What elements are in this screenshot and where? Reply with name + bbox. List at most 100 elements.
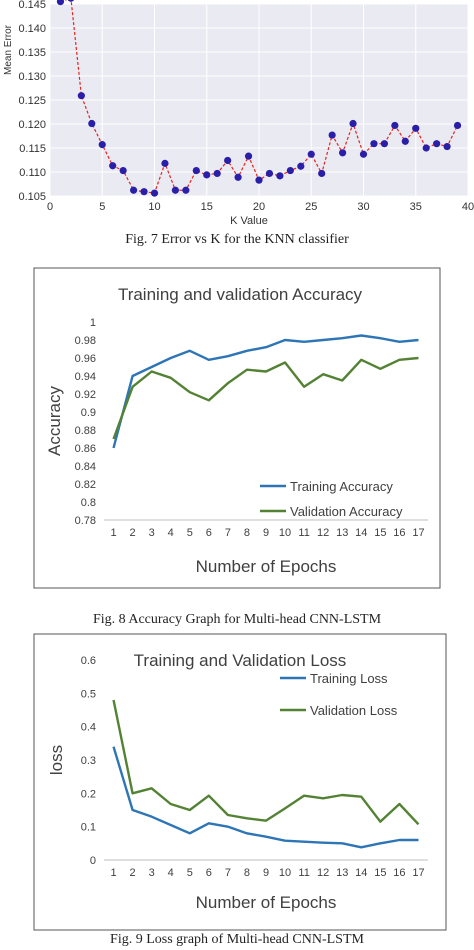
error-point (380, 140, 388, 148)
error-point (182, 186, 190, 194)
error-point (171, 186, 179, 194)
y-tick-label: 0.125 (18, 95, 46, 107)
legend-entry: Validation Accuracy (290, 504, 403, 519)
error-point (109, 162, 117, 170)
y-tick-label: 0.140 (18, 23, 46, 35)
error-point (265, 169, 274, 178)
x-tick-label: 2 (130, 527, 136, 539)
x-axis-label: K Value (230, 215, 268, 227)
error-point (412, 124, 420, 132)
x-tick-label: 15 (201, 201, 213, 213)
x-tick-label: 9 (263, 527, 269, 539)
fig7-caption: Fig. 7 Error vs K for the KNN classifier (125, 232, 349, 247)
error-point (349, 119, 357, 128)
y-tick-label: 0.9 (81, 407, 96, 419)
error-point (433, 140, 441, 148)
error-point (401, 137, 409, 145)
error-point (213, 169, 221, 178)
y-tick-label: 0.6 (81, 655, 96, 667)
x-tick-label: 10 (148, 201, 160, 213)
y-tick-label: 0.120 (18, 119, 46, 131)
y-tick-label: 0.92 (75, 389, 96, 401)
y-tick-label: 0.130 (18, 71, 46, 83)
x-tick-label: 10 (279, 527, 291, 539)
chart-frame (33, 267, 441, 589)
y-tick-label: 0.96 (75, 353, 96, 365)
x-tick-label: 16 (393, 867, 405, 879)
y-tick-label: 0.135 (18, 47, 46, 59)
x-tick-label: 8 (244, 867, 250, 879)
y-axis-label: Mean Error (3, 24, 14, 75)
error-point (77, 92, 85, 100)
x-tick-label: 13 (336, 527, 348, 539)
x-tick-label: 9 (263, 867, 269, 879)
x-tick-label: 40 (462, 201, 474, 213)
error-point (150, 189, 159, 197)
x-tick-label: 5 (187, 527, 193, 539)
y-tick-label: 0.98 (75, 335, 96, 347)
error-point (234, 173, 242, 181)
y-axis-label: Accuracy (45, 386, 64, 456)
error-point (140, 188, 148, 196)
error-point (370, 140, 378, 148)
x-tick-label: 8 (244, 527, 250, 539)
y-tick-label: 1 (90, 317, 96, 329)
loss-figure: Training and Validation Loss 0 0.1 0.2 0.3 0.… (0, 632, 474, 932)
error-point (307, 150, 315, 158)
x-tick-label: 6 (206, 527, 212, 539)
error-point (98, 141, 106, 149)
loss-chart: Training and Validation Loss 0 0.1 0.2 0.3 0.… (33, 633, 447, 931)
x-tick-label: 5 (187, 867, 193, 879)
error-point (203, 171, 211, 179)
x-tick-label: 16 (393, 527, 405, 539)
y-tick-label: 0.88 (75, 425, 96, 437)
accuracy-figure: Training and validation Accuracy 0.78 0.8 0… (0, 256, 474, 610)
error-point (318, 169, 326, 178)
error-point (255, 176, 263, 184)
error-point (286, 166, 294, 175)
error-point (276, 172, 284, 180)
y-tick-label: 0.115 (19, 143, 46, 155)
x-tick-label: 15 (374, 527, 386, 539)
x-tick-label: 3 (149, 527, 155, 539)
y-tick-label: 0.1 (81, 822, 96, 834)
legend-entry: Validation Loss (310, 703, 398, 718)
error-point (56, 0, 65, 6)
chart-title: Training and Validation Loss (134, 651, 347, 670)
x-tick-label: 7 (225, 867, 231, 879)
x-tick-label: 6 (206, 867, 212, 879)
series-line-1 (112, 746, 419, 849)
error-point (67, 0, 75, 2)
x-tick-label: 10 (279, 867, 291, 879)
y-axis-label: loss (47, 745, 66, 775)
x-tick-label: 30 (357, 201, 369, 213)
knn-error-figure: 0 5 10 15 20 25 30 35 40 0.105 0.110 0.115 0.120 0.12… (0, 0, 474, 232)
x-tick-label: 0 (47, 201, 53, 213)
y-tick-label: 0 (90, 855, 96, 867)
y-tick-label: 0.5 (81, 688, 96, 700)
error-point (443, 142, 451, 151)
x-tick-label: 11 (298, 867, 309, 879)
y-tick-label: 0.86 (75, 443, 96, 455)
series-line-1 (112, 334, 419, 449)
error-point (224, 156, 232, 165)
error-point (297, 162, 305, 170)
x-tick-label: 4 (168, 527, 174, 539)
y-tick-label: 0.145 (18, 0, 46, 11)
error-point (119, 166, 127, 175)
y-tick-label: 0.3 (81, 755, 96, 767)
x-tick-label: 15 (374, 867, 386, 879)
series-line-2 (112, 356, 419, 440)
fig8-caption: Fig. 8 Accuracy Graph for Multi-head CNN… (92, 612, 382, 627)
error-point (192, 166, 200, 175)
x-tick-label: 4 (168, 867, 174, 879)
error-point (391, 121, 399, 130)
x-tick-label: 25 (305, 201, 317, 213)
y-tick-label: 0.4 (81, 722, 96, 734)
knn-error-chart: 0 5 10 15 20 25 30 35 40 0.105 0.110 0.115 0.120 0.12… (3, 0, 474, 227)
x-tick-label: 12 (317, 527, 329, 539)
legend-entry: Training Loss (310, 671, 388, 686)
x-tick-label: 1 (110, 527, 116, 539)
error-point (339, 149, 347, 157)
error-point (88, 119, 96, 128)
